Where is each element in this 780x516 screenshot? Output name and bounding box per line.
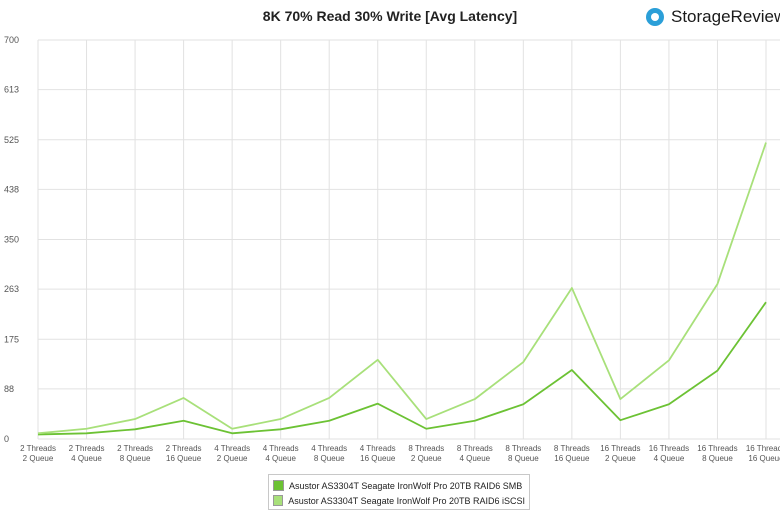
x-tick-label: 4 Threads 2 Queue [214,444,250,463]
series-line-1 [37,142,767,435]
y-tick-label: 350 [4,235,19,245]
x-axis-ticks: 2 Threads 2 Queue 2 Threads 4 Queue 2 Thread… [20,444,780,463]
y-tick-label: 700 [4,35,19,45]
y-tick-label: 0 [4,434,9,444]
legend-label-smb: Asustor AS3304T Seagate IronWolf Pro 20T… [289,480,523,491]
series-line-0 [37,301,767,436]
y-tick-label: 525 [4,135,19,145]
x-tick-label: 4 Threads 8 Queue [311,444,347,463]
x-tick-label: 8 Threads 8 Queue [505,444,541,463]
legend-item-smb[interactable]: Asustor AS3304T Seagate IronWolf Pro 20T… [273,478,525,493]
x-tick-label: 16 Threads 2 Queue [600,444,640,463]
legend-swatch-smb [273,480,284,491]
legend: Asustor AS3304T Seagate IronWolf Pro 20T… [268,474,530,510]
x-tick-label: 4 Threads 16 Queue [360,444,396,463]
legend-item-iscsi[interactable]: Asustor AS3304T Seagate IronWolf Pro 20T… [273,493,525,508]
x-tick-label: 2 Threads 16 Queue [166,444,202,463]
x-tick-label: 2 Threads 4 Queue [69,444,105,463]
x-tick-label: 16 Threads 8 Queue [697,444,737,463]
x-tick-label: 2 Threads 2 Queue [20,444,56,463]
y-tick-label: 88 [4,384,14,394]
y-tick-label: 613 [4,85,19,95]
brand-logo[interactable]: StorageReview [646,7,780,27]
y-tick-label: 438 [4,184,19,194]
x-tick-label: 16 Threads 4 Queue [649,444,689,463]
chart-title: 8K 70% Read 30% Write [Avg Latency] [262,8,518,24]
x-tick-label: 8 Threads 2 Queue [408,444,444,463]
x-tick-label: 2 Threads 8 Queue [117,444,153,463]
legend-label-iscsi: Asustor AS3304T Seagate IronWolf Pro 20T… [288,495,525,506]
series-lines [37,142,767,436]
y-axis-ticks: 0 88 175 263 350 438 525 613 700 [4,35,19,444]
grid-lines [37,39,780,440]
storagereview-logo-icon [646,8,664,26]
legend-swatch-iscsi [273,495,284,506]
y-tick-label: 263 [4,284,19,294]
x-tick-label: 8 Threads 4 Queue [457,444,493,463]
x-tick-label: 8 Threads 16 Queue [554,444,590,463]
x-tick-label: 4 Threads 4 Queue [263,444,299,463]
brand-name: StorageReview [671,7,780,26]
y-tick-label: 175 [4,334,19,344]
